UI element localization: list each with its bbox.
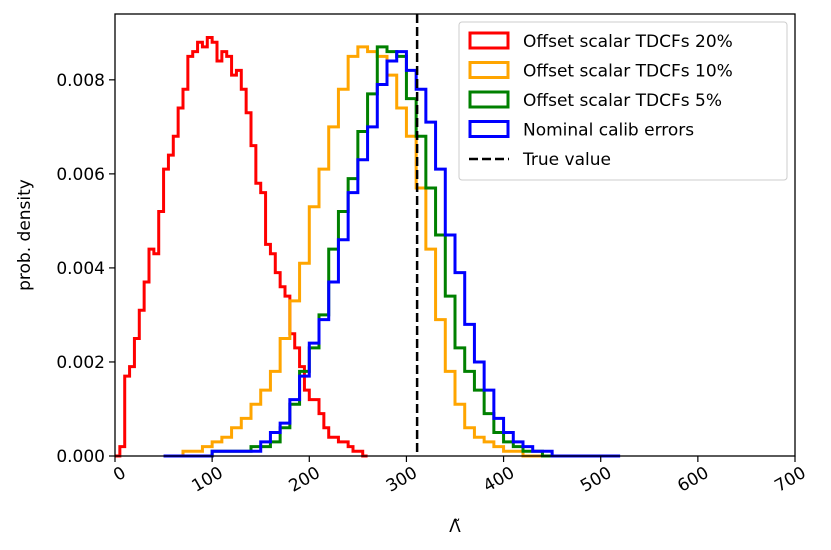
x-tick-label: 400 — [480, 463, 518, 497]
series-offset-scalar-tdcfs-10 — [163, 45, 553, 458]
x-tick-label: 300 — [383, 463, 421, 497]
legend-swatch — [468, 120, 510, 138]
series-offset-scalar-tdcfs-5 — [173, 45, 572, 458]
x-tick-label: 100 — [189, 463, 227, 497]
legend-item-true-value: True value — [469, 150, 611, 170]
legend-label: Offset scalar TDCFs 10% — [523, 62, 733, 82]
legend-box — [458, 21, 788, 181]
legend-item-offset-scalar-tdcfs-10: Offset scalar TDCFs 10% — [468, 61, 733, 82]
x-tick-label: 0 — [110, 463, 129, 486]
legend-item-nominal-calib-errors: Nominal calib errors — [468, 120, 694, 141]
legend-label: Nominal calib errors — [523, 121, 694, 141]
y-tick-label: 0.008 — [56, 71, 105, 91]
series-layer — [115, 36, 621, 458]
x-axis: 0 100 200 300 400 500 600 700 — [110, 456, 810, 497]
x-axis-label: Λ̃ — [449, 517, 461, 537]
y-tick-label: 0.006 — [56, 165, 105, 185]
x-tick-label: 600 — [674, 463, 712, 497]
legend-swatch — [468, 31, 510, 50]
y-tick-label: 0.000 — [56, 447, 105, 467]
legend-item-offset-scalar-tdcfs-20: Offset scalar TDCFs 20% — [468, 31, 733, 52]
legend-label: Offset scalar TDCFs 5% — [523, 91, 722, 111]
x-tick-label: 700 — [771, 463, 809, 497]
legend: Offset scalar TDCFs 20% Offset scalar TDC… — [458, 21, 788, 181]
legend-label: True value — [522, 150, 611, 170]
legend-items: Offset scalar TDCFs 20% Offset scalar TDC… — [468, 31, 733, 170]
y-axis: 0.000 0.002 0.004 0.006 0.008 — [56, 71, 115, 467]
legend-swatch — [468, 61, 510, 79]
legend-swatch — [468, 90, 510, 109]
y-tick-label: 0.004 — [56, 259, 105, 279]
legend-label: Offset scalar TDCFs 20% — [523, 32, 733, 52]
y-axis-label: prob. density — [15, 179, 35, 291]
plot-frame — [114, 13, 796, 457]
legend-item-offset-scalar-tdcfs-5: Offset scalar TDCFs 5% — [468, 90, 722, 111]
x-tick-label: 200 — [286, 463, 324, 497]
series-offset-scalar-tdcfs-20 — [115, 36, 368, 458]
x-tick-label: 500 — [577, 463, 615, 497]
series-nominal-calib-errors — [163, 50, 621, 458]
y-tick-label: 0.002 — [56, 353, 105, 373]
